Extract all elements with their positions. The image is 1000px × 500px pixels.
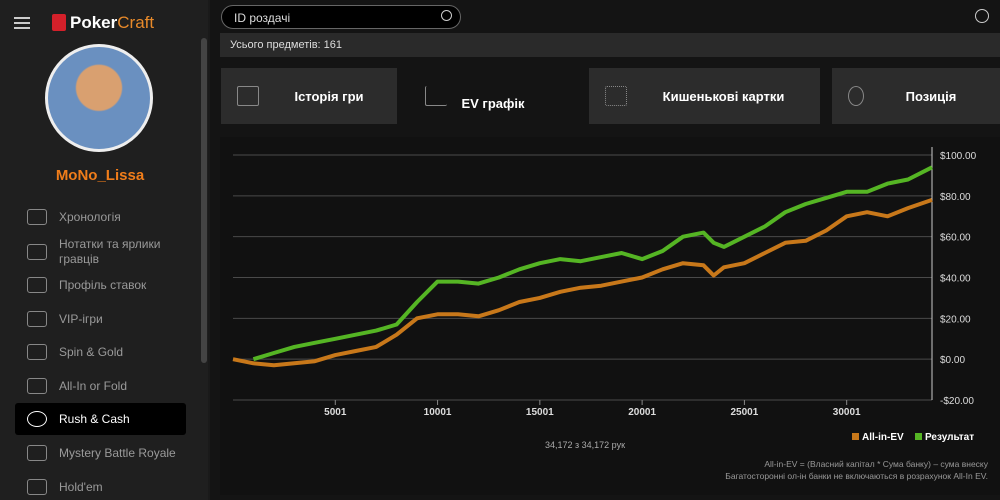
y-tick-label: $100.00 — [940, 151, 977, 162]
main: ID роздачі Усього предметів: 161 Історія… — [210, 0, 1000, 500]
sidebar: PokerCraft MoNo_Lissa Хронологія Нотатки… — [0, 0, 208, 500]
ev-chart: -$20.00 $0.00 $20.00 $40.00 $60.00 $80.00 $100… — [220, 137, 1000, 495]
series-line — [232, 198, 933, 368]
search-placeholder: ID роздачі — [234, 11, 291, 25]
username: MoNo_Lissa — [55, 167, 145, 184]
legend-label: All-in-EV — [862, 432, 904, 443]
y-tick-label: $60.00 — [940, 233, 971, 244]
legend-swatch — [915, 433, 922, 440]
tab[interactable]: Позиція — [832, 68, 1000, 124]
nav-item[interactable]: Профіль ставок — [15, 274, 186, 296]
caption: 34,172 з 34,172 рук — [545, 440, 625, 450]
x-tick-label: 25001 — [730, 407, 758, 418]
footnote: All-in-EV = (Власний капітал * Сума банк… — [764, 459, 988, 469]
scrollbar[interactable] — [201, 38, 207, 363]
y-tick-label: $40.00 — [940, 274, 971, 285]
tab[interactable]: Історія гри — [221, 68, 397, 124]
count-bar: Усього предметів: 161 — [220, 33, 1000, 57]
y-tick-label: $20.00 — [940, 314, 971, 325]
logo-text: Craft — [117, 13, 155, 32]
search-box[interactable]: ID роздачі — [221, 5, 461, 29]
nav-item[interactable]: Hold'em — [15, 476, 186, 498]
x-tick-label: 30001 — [833, 407, 861, 418]
item-count: Усього предметів: 161 — [230, 39, 343, 51]
y-tick-label: $0.00 — [940, 355, 965, 366]
globe-icon[interactable] — [975, 9, 989, 23]
nav-item[interactable]: Хронологія — [15, 206, 186, 228]
nav-item[interactable]: VIP-ігри — [15, 308, 186, 330]
footnote: Багатосторонні ол-ін банки не включаютьс… — [725, 471, 988, 481]
legend-label: Результат — [925, 432, 974, 443]
logo-icon — [52, 14, 66, 31]
nav-item[interactable]: Spin & Gold — [15, 341, 186, 363]
x-tick-label: 20001 — [628, 407, 656, 418]
nav-item[interactable]: All-In or Fold — [15, 375, 186, 397]
logo: PokerCraft — [70, 13, 154, 33]
nav-item[interactable]: Rush & Cash — [15, 403, 186, 435]
y-tick-label: $80.00 — [940, 192, 971, 203]
avatar — [45, 44, 153, 152]
series-line — [252, 165, 933, 362]
logo-text: Poker — [70, 13, 118, 32]
nav-item[interactable]: Нотатки та ярлики гравців — [15, 236, 186, 268]
tab-active[interactable]: EV графік — [409, 68, 577, 138]
tab[interactable]: Кишенькові картки — [589, 68, 820, 124]
menu-button[interactable] — [14, 17, 30, 29]
x-tick-label: 15001 — [526, 407, 554, 418]
y-tick-label: -$20.00 — [940, 396, 974, 407]
x-tick-label: 10001 — [424, 407, 452, 418]
nav-item[interactable]: Mystery Battle Royale — [15, 442, 186, 464]
search-icon — [441, 10, 452, 21]
legend-swatch — [852, 433, 859, 440]
x-tick-label: 5001 — [324, 407, 347, 418]
